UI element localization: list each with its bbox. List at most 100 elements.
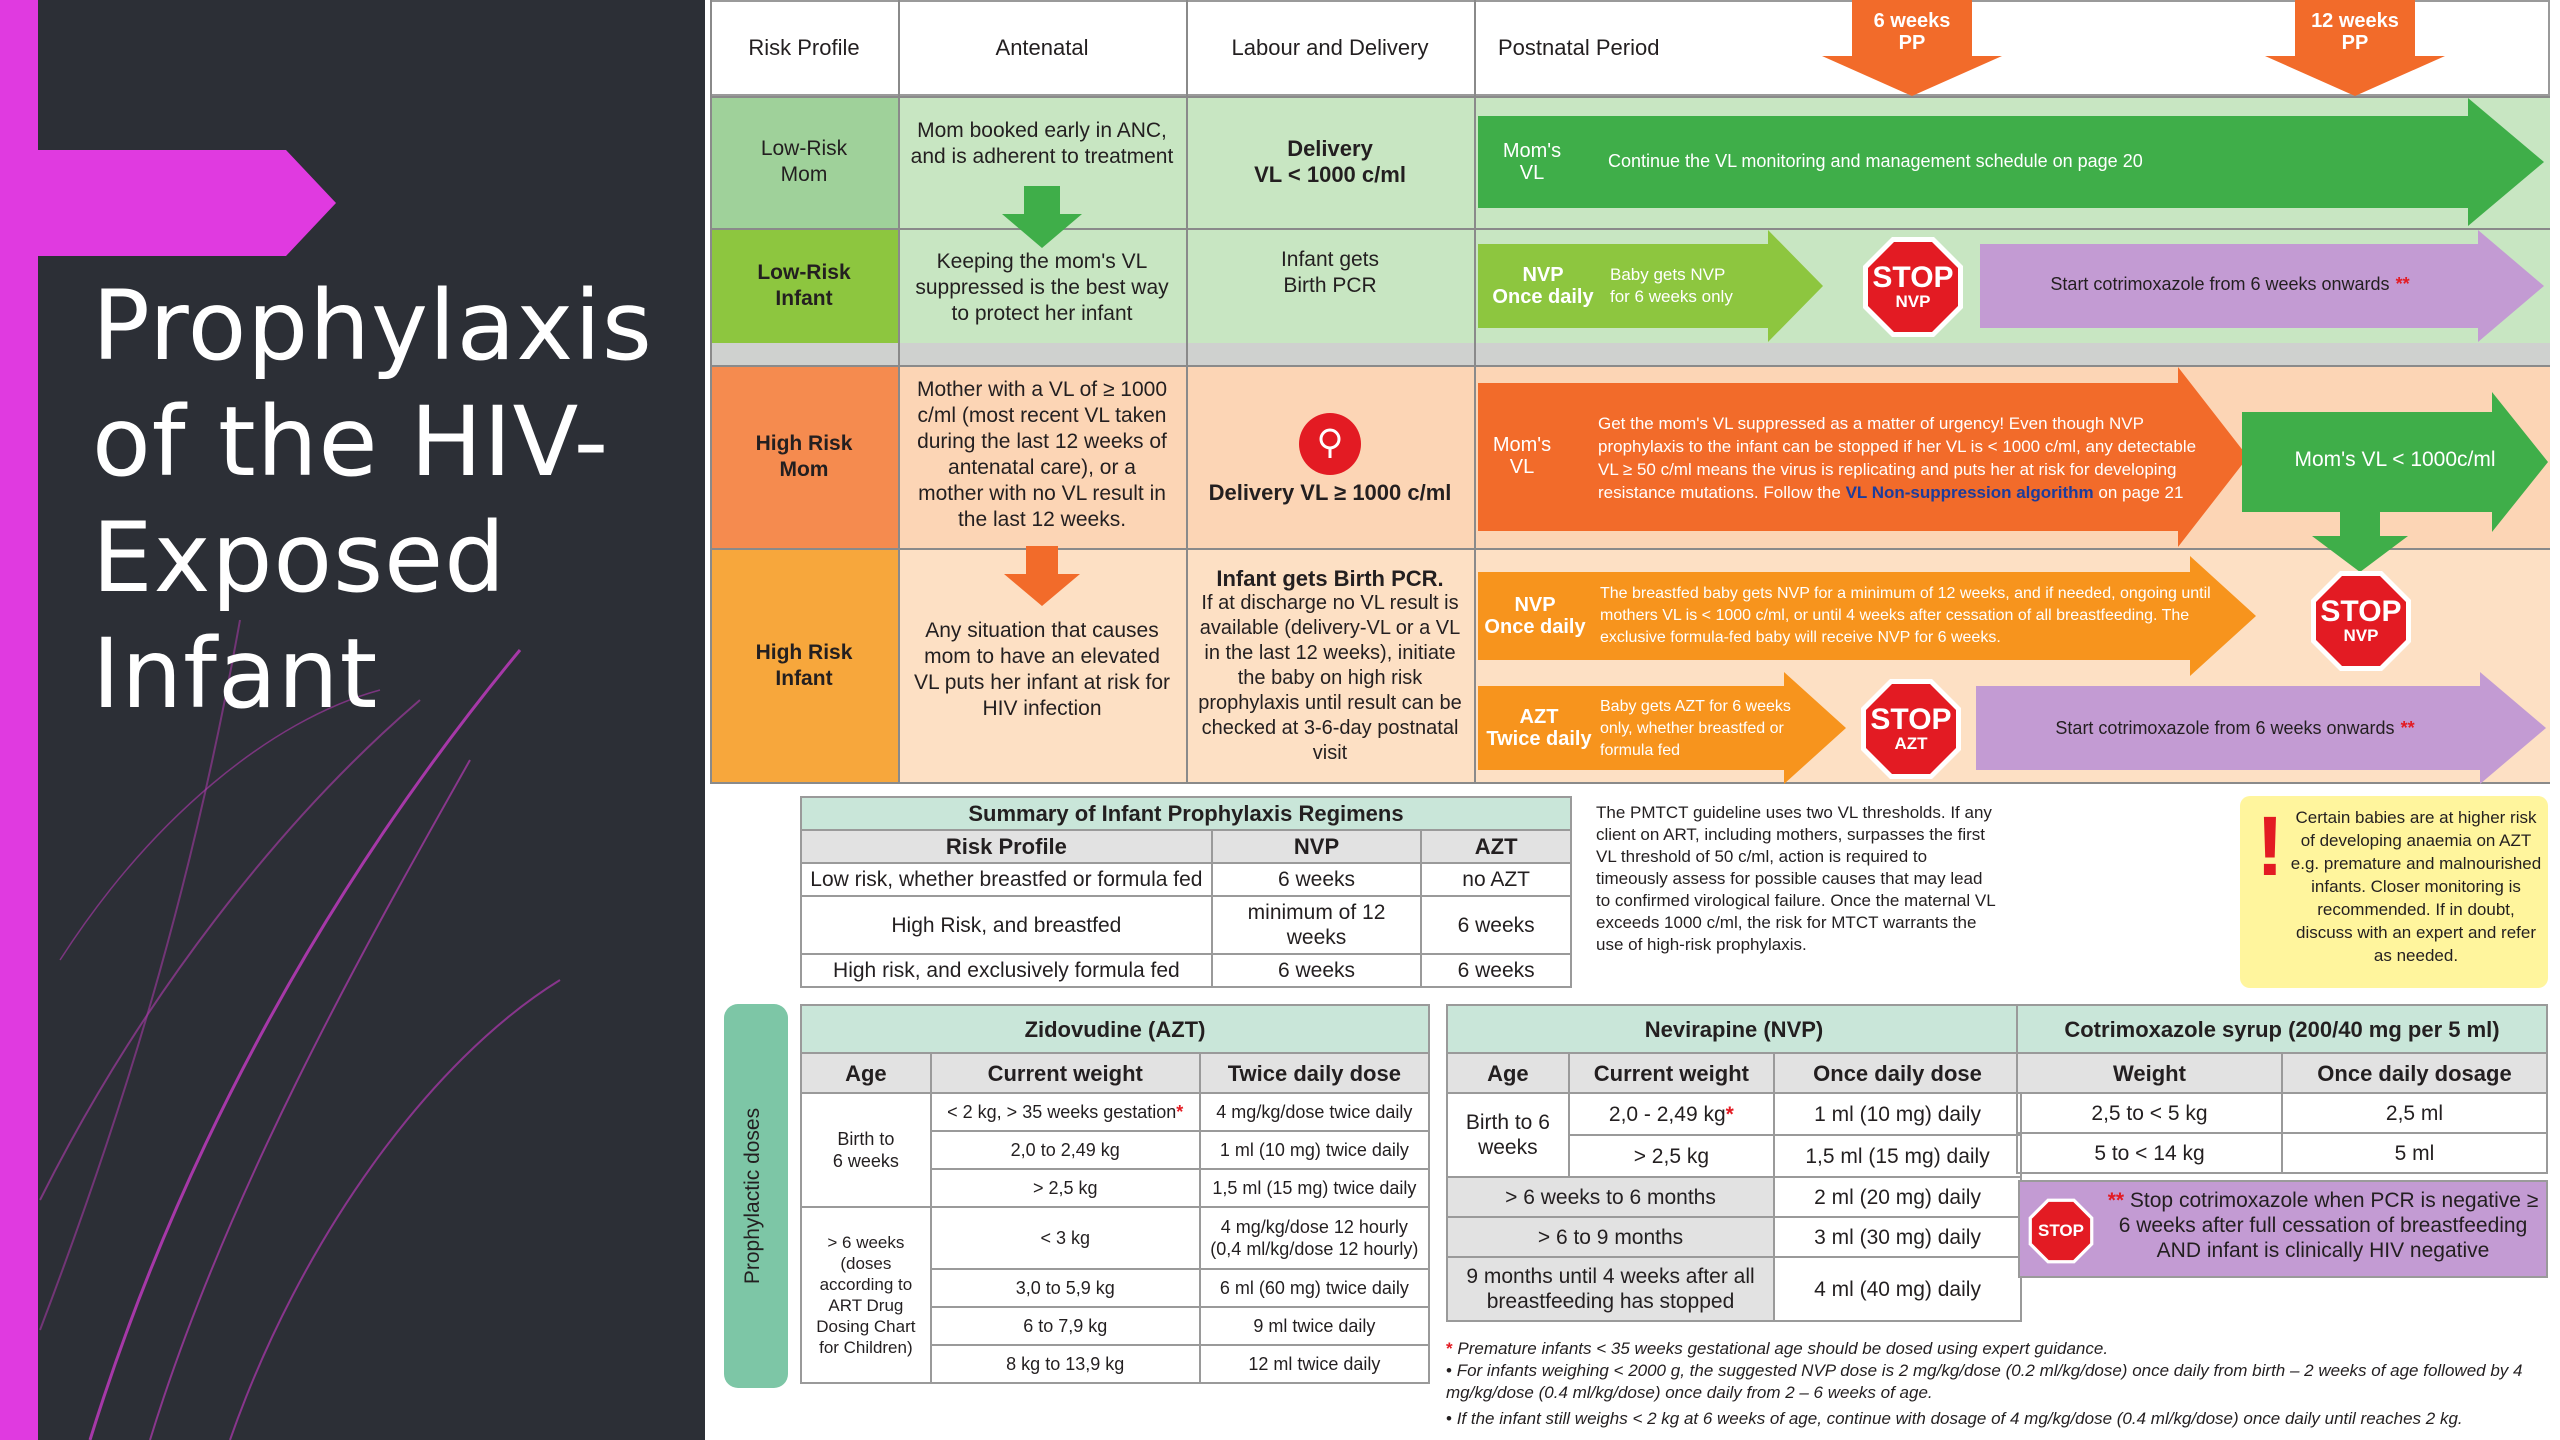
azt-age-birth: Birth to 6 weeks: [800, 1092, 932, 1208]
low-mom-label: Low-Risk Mom: [760, 137, 848, 186]
low-infant-delivery: Infant gets Birth PCR: [1280, 248, 1380, 297]
low-mom-vl-text: Continue the VL monitoring and managemen…: [1608, 151, 2143, 171]
table-cell: High risk, and exclusively formula fed: [800, 953, 1213, 988]
table-cell: 1,5 ml (15 mg) twice daily: [1198, 1168, 1431, 1208]
table-cell: < 2 kg, > 35 weeks gestation*: [929, 1092, 1201, 1132]
cotri-label: Start cotrimoxazole from 6 weeks onwards: [2050, 274, 2390, 294]
stop-word: STOP: [2038, 1221, 2084, 1240]
title-line-3: Exposed: [92, 502, 507, 614]
header-postnatal: Postnatal Period: [1498, 35, 1660, 60]
azt-table-title: Zidovudine (AZT): [800, 1004, 1430, 1054]
title-line-2: of the HIV-: [92, 386, 610, 498]
nvp-header: Current weight: [1567, 1052, 1776, 1094]
high-nvp-label: NVP Once daily: [1484, 594, 1586, 638]
cotri-stop-note-box: STOP ** Stop cotrimoxazole when PCR is n…: [2018, 1180, 2548, 1278]
summary-title: Summary of Infant Prophylaxis Regimens: [800, 796, 1572, 831]
high-nvp-text: The breastfed baby gets NVP for a minimu…: [1600, 585, 2211, 646]
bullet: •: [1446, 1409, 1452, 1428]
mom-suppressed-text: Mom's VL < 1000c/ml: [2294, 448, 2496, 471]
azt-age-over-6w: > 6 weeks (doses according to ART Drug D…: [800, 1206, 932, 1384]
table-row: > 2,5 kg 1,5 ml (15 mg) daily: [1447, 1134, 2022, 1178]
prophylactic-doses-label: Prophylactic doses: [741, 1107, 764, 1285]
exclamation-icon: !: [2256, 799, 2284, 893]
table-row: Low risk, whether breastfed or formula f…: [800, 862, 1572, 897]
high-azt-text: Baby gets AZT for 6 weeks only, whether …: [1600, 698, 1791, 759]
table-cell: 3,0 to 5,9 kg: [929, 1268, 1201, 1308]
footnote-premature: * Premature infants < 35 weeks gestation…: [1446, 1338, 2546, 1360]
high-mom-delivery: Delivery VL ≥ 1000 c/ml: [1208, 480, 1452, 505]
table-cell: 6 to 7,9 kg: [929, 1306, 1201, 1346]
table-row: 2,5 to < 5 kg 2,5 ml: [2016, 1092, 2549, 1134]
grid-line: [710, 0, 712, 784]
stop-drug: NVP: [1895, 292, 1931, 311]
table-cell: Low risk, whether breastfed or formula f…: [800, 862, 1213, 897]
summary-table: Summary of Infant Prophylaxis Regimens R…: [800, 796, 1572, 988]
high-mom-vl-text: Get the mom's VL suppressed as a matter …: [1598, 402, 2218, 522]
table-cell: minimum of 12 weeks: [1210, 895, 1423, 955]
summary-header: Risk Profile: [800, 829, 1213, 864]
summary-header: AZT: [1420, 829, 1572, 864]
high-azt-arrow: [1478, 672, 1846, 784]
table-cell: 2,0 to 2,49 kg: [929, 1130, 1201, 1170]
table-cell: 5 to < 14 kg: [2016, 1132, 2283, 1174]
nvp-header: Age: [1446, 1052, 1570, 1094]
high-stop-azt-sign: STOP AZT: [1860, 678, 1962, 780]
high-mom-vl-arrow: [1478, 367, 2248, 547]
low-nvp-text: Baby gets NVP for 6 weeks only: [1610, 265, 1733, 306]
table-row: 8 kg to 13,9 kg 12 ml twice daily: [801, 1344, 1431, 1384]
cell-text: < 2 kg, > 35 weeks gestation: [947, 1102, 1177, 1122]
table-cell: 4 mg/kg/dose twice daily: [1198, 1092, 1431, 1132]
low-stop-nvp-sign: STOP NVP: [1862, 236, 1964, 338]
table-cell: 4 ml (40 mg) daily: [1773, 1256, 2022, 1322]
high-cotri-text: Start cotrimoxazole from 6 weeks onwards…: [2000, 710, 2470, 746]
warning-note-text: Certain babies are at higher risk of dev…: [2290, 808, 2542, 965]
vl-non-suppression-link[interactable]: VL Non-suppression algorithm: [1845, 483, 2094, 502]
grid-line: [710, 96, 2550, 98]
cotri-stop-note: ** Stop cotrimoxazole when PCR is negati…: [2104, 1188, 2542, 1263]
table-cell: High Risk, and breastfed: [800, 895, 1213, 955]
table-row: 5 to < 14 kg 5 ml: [2016, 1132, 2549, 1174]
table-cell: > 2,5 kg: [1567, 1134, 1776, 1178]
high-mom-vl-text-b: on page 21: [2093, 483, 2184, 502]
high-down-arrow: [1004, 546, 1080, 606]
high-stop-nvp-sign: STOP NVP: [2310, 570, 2412, 672]
cotri-stop-text: Stop cotrimoxazole when PCR is negative …: [2118, 1189, 2539, 1262]
low-mom-delivery: Delivery VL < 1000 c/ml: [1254, 136, 1406, 187]
cotri-header: Once daily dosage: [2280, 1052, 2549, 1094]
stop-octagon-icon: [1861, 679, 1961, 779]
table-cell: > 2,5 kg: [929, 1168, 1201, 1208]
low-mom-label-bg: [710, 96, 898, 228]
footnote-still-low-weight: • If the infant still weighs < 2 kg at 6…: [1446, 1408, 2546, 1430]
marker-6-weeks-arrow: [1822, 0, 2002, 96]
table-cell: 12 ml twice daily: [1198, 1344, 1431, 1384]
stop-octagon-icon: [2311, 571, 2411, 671]
pmtct-note: The PMTCT guideline uses two VL threshol…: [1596, 803, 1996, 954]
table-cell: 6 weeks: [1210, 862, 1423, 897]
table-cell: 1 ml (10 mg) daily: [1773, 1092, 2022, 1136]
grid-line: [710, 782, 2550, 784]
table-cell: 9 ml twice daily: [1198, 1306, 1431, 1346]
low-down-arrow: [1002, 186, 1082, 248]
marker-12-weeks-arrow: [2265, 0, 2445, 96]
nvp-dose-table: Nevirapine (NVP) Age Current weight Once…: [1445, 1004, 2022, 1322]
high-azt-label: AZT Twice daily: [1486, 706, 1592, 750]
mom-suppressed-arrow: [2242, 392, 2548, 532]
birth-pcr-heading: Infant gets Birth PCR.: [1216, 566, 1444, 591]
warning-note-box: ! Certain babies are at higher risk of d…: [2240, 796, 2548, 988]
azt-dose-table: Zidovudine (AZT) Age Current weight Twic…: [800, 1004, 1431, 1384]
cotrimoxazole-table: Cotrimoxazole syrup (200/40 mg per 5 ml)…: [2016, 1004, 2549, 1174]
high-infant-label-bg: [710, 548, 898, 784]
table-row: 6 to 7,9 kg 9 ml twice daily: [801, 1306, 1431, 1346]
table-cell: 1,5 ml (15 mg) daily: [1773, 1134, 2022, 1178]
grid-line: [1186, 0, 1188, 784]
marker-12-weeks: 12 weeks PP: [2311, 10, 2399, 54]
high-infant-label: High Risk Infant: [755, 641, 853, 690]
cotri-table-title: Cotrimoxazole syrup (200/40 mg per 5 ml): [2016, 1004, 2548, 1054]
low-cotri-arrow: [1980, 230, 2544, 342]
flowchart-area: Risk Profile Antenatal Labour and Delive…: [710, 0, 2560, 1440]
table-cell: 5 ml: [2280, 1132, 2549, 1174]
footnote-text: For infants weighing < 2000 g, the sugge…: [1446, 1361, 2523, 1402]
cotri-stop-sign: STOP: [2028, 1198, 2094, 1264]
cotri-label: Start cotrimoxazole from 6 weeks onwards: [2055, 718, 2395, 738]
marker-6-weeks: 6 weeks PP: [1873, 10, 1951, 54]
